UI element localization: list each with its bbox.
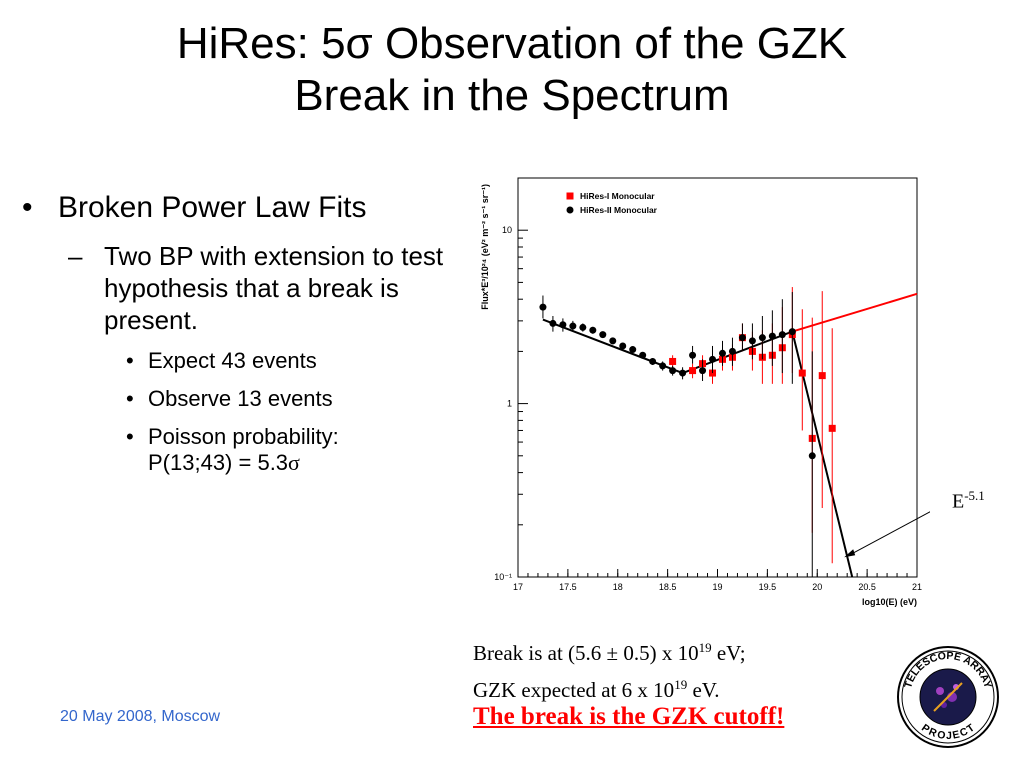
break-line-2: GZK expected at 6 x 1019 eV. — [473, 669, 746, 706]
data-point-circle — [748, 337, 756, 345]
data-point-circle — [679, 369, 687, 377]
sigma-symbol: σ — [288, 450, 300, 475]
legend-label: HiRes-I Monocular — [580, 191, 655, 201]
data-point-circle — [689, 351, 697, 359]
data-point-circle — [768, 332, 776, 340]
y-axis-label: Flux*E³/10²⁴ (eV² m⁻² s⁻¹ sr⁻¹) — [480, 184, 490, 310]
break-line-1-text: Break is at (5.6 ± 0.5) x 10 — [473, 641, 699, 665]
bullet-dot-icon: • — [126, 386, 134, 411]
bullet-dot-icon: • — [22, 191, 33, 224]
bullet-item: • Poisson probability: P(13;43) = 5.3σ — [22, 424, 452, 476]
x-tick-label: 18 — [613, 582, 623, 592]
x-tick-label: 17.5 — [559, 582, 577, 592]
fit-line — [792, 292, 918, 333]
title-line-2: Break in the Spectrum — [294, 71, 730, 120]
x-tick-label: 20 — [812, 582, 822, 592]
data-point-circle — [778, 331, 786, 339]
bullet-list: • Broken Power Law Fits – Two BP with ex… — [22, 190, 452, 476]
break-line-1-exp: 19 — [698, 640, 712, 655]
legend-label: HiRes-II Monocular — [580, 205, 658, 215]
x-tick-label: 18.5 — [659, 582, 677, 592]
slide-title: HiRes: 5σ Observation of the GZK Break i… — [0, 18, 1024, 122]
data-point-square — [669, 357, 677, 365]
data-point-circle — [589, 326, 597, 334]
poisson-formula: P(13;43) = 5.3 — [148, 450, 289, 475]
title-line-1: HiRes: 5σ Observation of the GZK — [176, 19, 848, 68]
slope-label-base: E — [952, 490, 965, 513]
slope-arrow — [848, 511, 930, 556]
plot-frame — [517, 177, 918, 578]
break-line-1-suffix: eV; — [711, 641, 746, 665]
legend-marker-circle — [566, 206, 574, 214]
data-point-square — [818, 372, 826, 380]
data-point-circle — [788, 328, 796, 336]
x-axis-label: log10(E) (eV) — [862, 597, 917, 607]
data-point-circle — [738, 334, 746, 342]
data-point-circle — [718, 349, 726, 357]
data-point-square — [798, 369, 806, 377]
break-line-2-exp: 19 — [674, 677, 688, 692]
fit-line — [542, 318, 854, 578]
bullet-dot-icon: • — [126, 348, 134, 373]
break-line-2-suffix: eV. — [687, 678, 720, 702]
data-point-circle — [659, 362, 667, 370]
data-point-circle — [599, 331, 607, 339]
data-point-circle — [808, 452, 816, 460]
bullet-item-text: Expect 43 events — [148, 348, 317, 373]
legend-marker-square — [566, 192, 574, 200]
bullet-item-text: Observe 13 events — [148, 386, 333, 411]
data-point-circle — [699, 367, 707, 375]
y-tick-label: 1 — [507, 399, 512, 409]
cutoff-statement: The break is the GZK cutoff! — [473, 703, 785, 730]
break-statement: Break is at (5.6 ± 0.5) x 1019 eV; GZK e… — [473, 632, 746, 706]
x-tick-label: 21 — [912, 582, 922, 592]
data-point-square — [828, 424, 836, 432]
data-point-circle — [559, 321, 567, 329]
y-tick-label: 10 — [502, 225, 512, 235]
data-point-circle — [639, 351, 647, 359]
data-point-circle — [709, 355, 717, 363]
slope-label-exponent: -5.1 — [964, 488, 985, 503]
spectrum-chart: 17 17.5 18 18.5 19 19.5 20 20.5 21 10 1 10⁻¹ log10(E… — [480, 177, 930, 607]
x-tick-label: 19 — [712, 582, 722, 592]
footer-date: 20 May 2008, Moscow — [60, 708, 221, 725]
bullet-item: • Observe 13 events — [22, 386, 452, 412]
bullet-main: • Broken Power Law Fits — [22, 190, 452, 226]
data-point-circle — [539, 303, 547, 311]
slope-label: E-5.1 — [952, 488, 985, 514]
dash-icon: – — [68, 241, 83, 271]
bullet-sub: – Two BP with extension to test hypothes… — [22, 240, 452, 336]
bullet-item: • Expect 43 events — [22, 348, 452, 374]
data-point-circle — [758, 334, 766, 342]
data-point-circle — [579, 323, 587, 331]
bullet-sub-text: Two BP with extension to test hypothesis… — [104, 241, 444, 335]
data-point-circle — [609, 337, 617, 345]
data-point-circle — [669, 367, 677, 375]
x-tick-label: 17 — [513, 582, 523, 592]
data-point-circle — [649, 357, 657, 365]
data-point-circle — [569, 322, 577, 330]
slope-arrow-head — [844, 549, 856, 558]
data-point-square — [689, 367, 697, 375]
bullet-item-text: Poisson probability: — [148, 424, 339, 449]
bullet-dot-icon: • — [126, 424, 134, 449]
bullet-main-text: Broken Power Law Fits — [58, 191, 367, 224]
data-point-circle — [728, 347, 736, 355]
y-tick-label: 10⁻¹ — [494, 572, 512, 582]
break-line-1: Break is at (5.6 ± 0.5) x 1019 eV; — [473, 632, 746, 669]
data-point-circle — [549, 319, 557, 327]
x-tick-label: 20.5 — [858, 582, 876, 592]
x-tick-label: 19.5 — [759, 582, 777, 592]
data-point-circle — [619, 342, 627, 350]
data-point-circle — [629, 346, 637, 354]
break-line-2-text: GZK expected at 6 x 10 — [473, 678, 675, 702]
telescope-array-logo: TELESCOPE ARRAY PROJECT — [897, 646, 999, 748]
